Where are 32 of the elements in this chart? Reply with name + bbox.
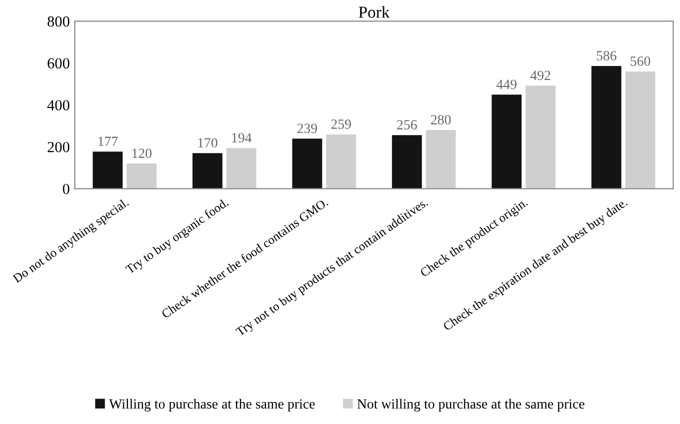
y-tick-label: 400 bbox=[47, 100, 70, 110]
legend-label: Not willing to purchase at the same price bbox=[357, 398, 584, 412]
bar bbox=[226, 148, 256, 189]
data-label: 449 bbox=[496, 80, 516, 90]
y-tick-label: 600 bbox=[48, 58, 70, 69]
data-label: 239 bbox=[297, 124, 318, 134]
bar bbox=[492, 94, 522, 189]
data-label: 177 bbox=[98, 136, 118, 146]
bar bbox=[292, 138, 322, 189]
data-label: 560 bbox=[630, 56, 650, 66]
data-label: 586 bbox=[596, 51, 616, 60]
bar bbox=[426, 130, 456, 189]
legend-label: Willing to purchase at the same price bbox=[109, 398, 315, 412]
bar bbox=[126, 164, 157, 189]
data-label: 259 bbox=[331, 120, 351, 129]
data-label: 170 bbox=[198, 138, 218, 148]
bar bbox=[392, 135, 422, 189]
data-label: 256 bbox=[397, 120, 417, 130]
chart-title: Pork bbox=[358, 6, 390, 18]
data-label: 280 bbox=[431, 115, 451, 124]
bar bbox=[591, 66, 622, 189]
y-tick-label: 0 bbox=[62, 184, 70, 194]
bar bbox=[192, 153, 222, 189]
bar bbox=[326, 134, 356, 189]
bar bbox=[92, 152, 123, 189]
y-tick-label: 800 bbox=[48, 16, 70, 27]
y-tick-label: 200 bbox=[48, 142, 70, 152]
data-label: 492 bbox=[530, 70, 550, 80]
bar bbox=[526, 86, 556, 189]
data-label: 194 bbox=[232, 133, 252, 142]
data-label: 120 bbox=[132, 148, 152, 158]
bar bbox=[625, 71, 656, 189]
